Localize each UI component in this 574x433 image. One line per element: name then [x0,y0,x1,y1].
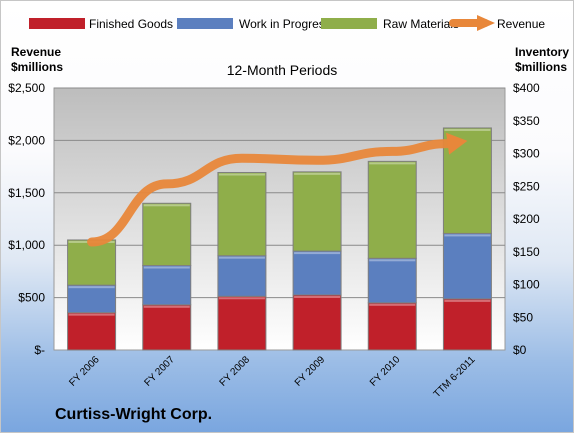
bar-work-in-progress [142,265,192,306]
company-name: Curtiss-Wright Corp. [55,406,212,423]
bar-raw-materials [67,239,117,286]
left-axis-title-line1: Revenue [11,45,61,59]
right-tick-label: $0 [513,343,527,357]
bar-finished-goods [67,312,117,351]
bar-raw-materials [217,171,267,257]
legend-label-finished-goods: Finished Goods [89,17,173,31]
left-tick-label: $1,500 [8,186,45,200]
right-tick-label: $50 [513,310,533,324]
revenue-line [87,139,453,247]
bar-raw-materials [142,202,192,267]
legend-arrow-revenue [477,15,495,31]
bar-work-in-progress [67,284,117,314]
left-tick-label: $- [34,343,45,357]
bar-highlight [444,299,491,302]
category-labels: FY 2006 FY 2007 FY 2008 FY 2009 FY 2010 TTM 6… [67,354,478,400]
grid-lines [54,87,505,299]
legend-swatch-finished-goods [29,18,85,29]
right-axis-ticks: $0 $50 $100 $150 $200 $250 $300 $350 $400 [513,81,540,357]
category-label: FY 2008 [218,354,253,389]
category-label: FY 2009 [293,354,328,389]
right-tick-label: $400 [513,81,540,95]
bar-finished-goods [292,294,342,351]
legend-swatch-raw-materials [321,18,377,29]
bar-work-in-progress [217,255,267,297]
left-tick-label: $2,500 [8,81,45,95]
bar-raw-materials [367,160,417,259]
left-axis-ticks: $- $500 $1,000 $1,500 $2,000 $2,500 [8,81,45,357]
bar-finished-goods [142,304,192,351]
legend-swatch-work-in-progress [177,18,233,29]
left-axis-title-line2: $millions [11,60,63,74]
bar-work-in-progress [367,257,417,304]
bar-highlight [294,172,341,175]
bar-highlight [218,297,265,300]
bar-work-in-progress [442,232,492,300]
chart-subtitle: 12-Month Periods [227,62,338,78]
category-label: FY 2010 [368,354,403,389]
revenue-line-layer [87,132,468,247]
legend: Finished Goods Work in Progress Raw Mate… [29,15,545,31]
bar-highlight [68,286,115,289]
bar-highlight [143,266,190,269]
bar-highlight [218,173,265,176]
bar-highlight [444,234,491,237]
bar-highlight [68,313,115,316]
bar-highlight [294,295,341,298]
bar-highlight [369,303,416,306]
left-tick-label: $2,000 [8,133,45,147]
right-tick-label: $200 [513,212,540,226]
bar-highlight [143,204,190,207]
bar-highlight [143,305,190,308]
right-tick-label: $100 [513,278,540,292]
bar-series [67,127,492,351]
revenue-arrow-head [446,132,468,155]
right-tick-label: $350 [513,114,540,128]
bar-raw-materials [292,171,342,252]
right-axis-title-line2: $millions [515,60,567,74]
bar-highlight [444,128,491,131]
right-tick-label: $300 [513,147,540,161]
category-label: TTM 6-2011 [432,354,478,400]
left-tick-label: $1,000 [8,238,45,252]
bar-highlight [218,256,265,259]
bar-finished-goods [367,302,417,351]
legend-label-work-in-progress: Work in Progress [239,17,331,31]
bar-finished-goods [442,298,492,351]
left-tick-label: $500 [18,291,45,305]
legend-label-raw-materials: Raw Materials [383,17,459,31]
category-label: FY 2007 [142,354,177,389]
bar-work-in-progress [292,250,342,296]
right-tick-label: $250 [513,179,540,193]
bar-highlight [369,162,416,165]
right-tick-label: $150 [513,245,540,259]
category-label: FY 2006 [67,354,102,389]
legend-label-revenue: Revenue [497,17,545,31]
bar-highlight [294,252,341,255]
right-axis-title-line1: Inventory [515,45,569,59]
bar-finished-goods [217,295,267,351]
bar-highlight [369,259,416,262]
